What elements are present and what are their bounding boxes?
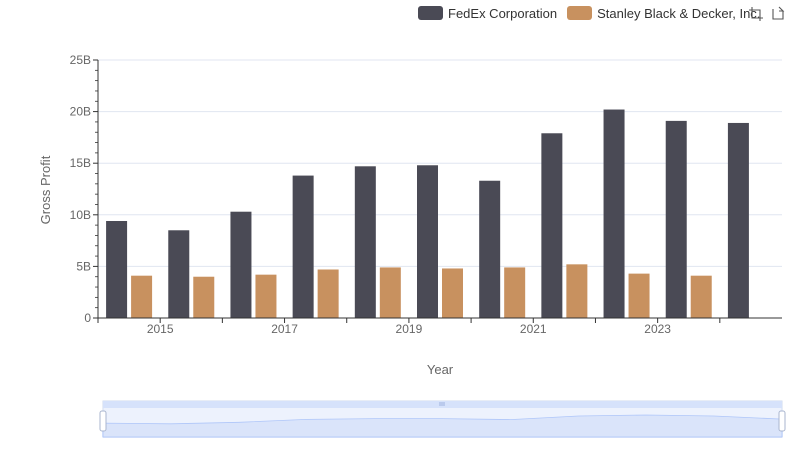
bar-stanley-2023[interactable] — [690, 275, 712, 318]
legend-item-stanley[interactable]: Stanley Black & Decker, Inc. — [567, 6, 760, 21]
restore-icon[interactable] — [770, 6, 786, 22]
x-tick-label: 2023 — [644, 322, 671, 336]
bars-group — [106, 109, 749, 319]
bar-fedex-2020[interactable] — [479, 180, 501, 318]
y-tick-label: 25B — [70, 53, 91, 67]
chart-legend: FedEx Corporation Stanley Black & Decker… — [418, 4, 770, 22]
legend-swatch-fedex — [418, 6, 443, 20]
y-tick-label: 5B — [76, 259, 91, 273]
datazoom-slider[interactable] — [99, 400, 786, 438]
y-tick-label: 15B — [70, 156, 91, 170]
bar-stanley-2021[interactable] — [566, 264, 588, 318]
y-tick-labels: 0 5B 10B 15B 20B 25B — [70, 53, 92, 325]
datazoom-right-handle[interactable] — [778, 410, 786, 432]
bar-fedex-2016[interactable] — [230, 211, 252, 318]
bar-fedex-2019[interactable] — [417, 165, 438, 318]
y-tick-label: 0 — [84, 311, 91, 325]
y-axis-title: Gross Profit — [38, 155, 53, 224]
bar-fedex-2022[interactable] — [603, 109, 625, 318]
bar-stanley-2020[interactable] — [504, 267, 526, 318]
x-tick-label: 2017 — [271, 322, 298, 336]
datazoom-left-handle[interactable] — [99, 410, 107, 432]
bar-fedex-2024[interactable] — [727, 122, 749, 319]
bar-stanley-2015[interactable] — [193, 276, 215, 318]
datazoom-grip-icon[interactable] — [439, 402, 445, 406]
legend-label-stanley: Stanley Black & Decker, Inc. — [597, 5, 761, 21]
datazoom-top-bar[interactable] — [103, 401, 782, 408]
bar-stanley-2017[interactable] — [317, 269, 339, 318]
x-tick-labels: 2015 2017 2019 2021 2023 — [97, 318, 721, 336]
bar-fedex-2018[interactable] — [354, 166, 376, 318]
bar-stanley-2018[interactable] — [379, 267, 401, 318]
bar-fedex-2015[interactable] — [168, 230, 190, 318]
bar-stanley-2016[interactable] — [255, 274, 277, 318]
bar-stanley-2014[interactable] — [131, 275, 153, 318]
bar-stanley-2019[interactable] — [442, 268, 463, 318]
bar-fedex-2017[interactable] — [292, 175, 314, 318]
bar-fedex-2014[interactable] — [106, 220, 128, 318]
bar-fedex-2023[interactable] — [665, 120, 687, 318]
zoom-icon[interactable] — [748, 6, 764, 22]
legend-label-fedex: FedEx Corporation — [448, 5, 558, 21]
bar-fedex-2021[interactable] — [541, 133, 563, 318]
datazoom-preview-area — [102, 414, 783, 438]
x-tick-label: 2021 — [520, 322, 547, 336]
legend-swatch-stanley — [567, 6, 593, 20]
x-tick-label: 2019 — [396, 322, 423, 336]
chart-toolbox — [748, 6, 786, 22]
legend-item-fedex[interactable]: FedEx Corporation — [418, 6, 557, 21]
y-tick-label: 10B — [70, 208, 91, 222]
y-tick-label: 20B — [70, 105, 91, 119]
x-tick-label: 2015 — [147, 322, 174, 336]
bar-stanley-2022[interactable] — [628, 273, 650, 318]
x-axis-title: Year — [427, 362, 454, 377]
